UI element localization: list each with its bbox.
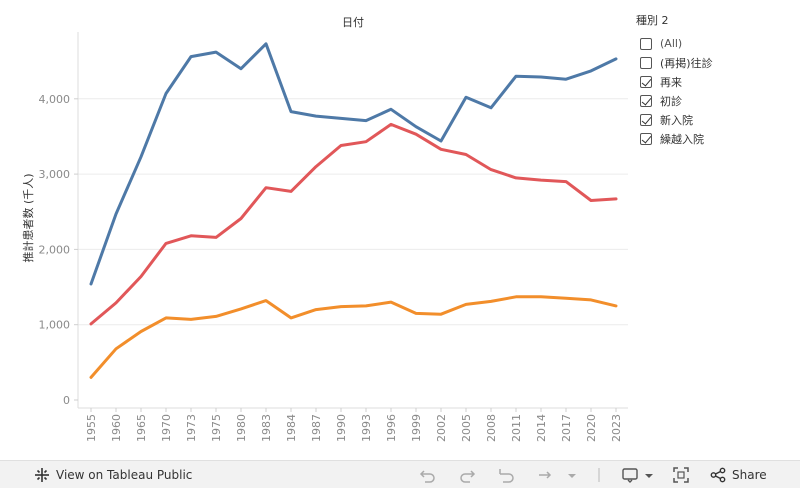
legend-item-shoshin[interactable]: 初診 bbox=[636, 91, 796, 110]
x-tick-label: 1973 bbox=[185, 414, 198, 442]
x-tick-label: 2008 bbox=[485, 414, 498, 442]
x-tick-label: 2005 bbox=[460, 414, 473, 442]
checkbox-icon[interactable] bbox=[640, 56, 652, 69]
legend-item-shinnyuin[interactable]: 新入院 bbox=[636, 110, 796, 129]
revert-icon[interactable] bbox=[497, 466, 515, 484]
series-line-red[interactable] bbox=[89, 122, 618, 326]
view-on-tableau-label: View on Tableau Public bbox=[56, 468, 193, 482]
legend-item-all[interactable]: (All) bbox=[636, 34, 796, 53]
x-tick-label: 2011 bbox=[510, 414, 523, 442]
legend-item-label: (再掲)往診 bbox=[660, 56, 713, 70]
chevron-down-icon[interactable] bbox=[563, 466, 581, 484]
x-tick-label: 1990 bbox=[335, 414, 348, 442]
checkbox-checked-icon[interactable] bbox=[640, 75, 652, 88]
x-tick-label: 1987 bbox=[310, 414, 323, 442]
x-tick-label: 1999 bbox=[410, 414, 423, 442]
x-tick-label: 1993 bbox=[360, 414, 373, 442]
chevron-down-icon[interactable] bbox=[640, 466, 658, 484]
legend-filter: 種別 2 (All) (再掲)往診 再来 初診 新入院 繰越入院 bbox=[636, 12, 796, 148]
x-tick-label: 2023 bbox=[610, 414, 623, 442]
share-button[interactable]: Share bbox=[710, 467, 767, 483]
y-tick-label: 2,000 bbox=[39, 243, 71, 256]
x-tick-label: 1970 bbox=[160, 414, 173, 442]
refresh-icon[interactable] bbox=[536, 466, 554, 484]
legend-item-label: (All) bbox=[660, 37, 683, 50]
legend-item-label: 新入院 bbox=[660, 113, 693, 127]
series-lines bbox=[89, 42, 618, 379]
legend-item-label: 初診 bbox=[660, 94, 682, 108]
legend-item-label: 再来 bbox=[660, 75, 682, 89]
x-tick-label: 1955 bbox=[85, 414, 98, 442]
x-tick-label: 2020 bbox=[585, 414, 598, 442]
x-tick-label: 1965 bbox=[135, 414, 148, 442]
redo-icon[interactable] bbox=[458, 466, 476, 484]
x-tick-label: 1983 bbox=[260, 414, 273, 442]
legend-item-sairai[interactable]: 再来 bbox=[636, 72, 796, 91]
x-tick-label: 1984 bbox=[285, 414, 298, 442]
x-axis: 1955 1960 1965 1970 1973 1975 1980 1983 1984 1987… bbox=[78, 407, 628, 442]
x-tick-label: 2002 bbox=[435, 414, 448, 442]
series-line-orange[interactable] bbox=[89, 295, 618, 379]
y-tick-label: 1,000 bbox=[39, 319, 71, 332]
fullscreen-icon[interactable] bbox=[672, 466, 690, 484]
y-axis-label: 推計患者数 (千人) bbox=[21, 173, 35, 262]
tableau-toolbar: View on Tableau Public Share bbox=[0, 460, 800, 488]
checkbox-checked-icon[interactable] bbox=[640, 94, 652, 107]
y-tick-label: 3,000 bbox=[39, 168, 71, 181]
checkbox-checked-icon[interactable] bbox=[640, 132, 652, 145]
share-label: Share bbox=[732, 468, 767, 482]
x-tick-label: 1996 bbox=[385, 414, 398, 442]
grid-lines bbox=[78, 98, 628, 326]
x-tick-label: 2014 bbox=[535, 414, 548, 442]
checkbox-icon[interactable] bbox=[640, 37, 652, 50]
tableau-logo-icon bbox=[35, 468, 49, 482]
download-icon[interactable] bbox=[622, 466, 640, 484]
undo-icon[interactable] bbox=[419, 466, 437, 484]
y-tick-label: 0 bbox=[63, 394, 70, 407]
x-tick-label: 1960 bbox=[110, 414, 123, 442]
x-tick-label: 2017 bbox=[560, 414, 573, 442]
legend-item-kurikoshi[interactable]: 繰越入院 bbox=[636, 129, 796, 148]
x-tick-label: 1980 bbox=[235, 414, 248, 442]
x-tick-label: 1975 bbox=[210, 414, 223, 442]
chart-title: 日付 bbox=[342, 16, 364, 29]
legend-item-label: 繰越入院 bbox=[660, 132, 704, 146]
divider-icon bbox=[598, 468, 600, 482]
legend-item-ofuku[interactable]: (再掲)往診 bbox=[636, 53, 796, 72]
checkbox-checked-icon[interactable] bbox=[640, 113, 652, 126]
y-tick-label: 4,000 bbox=[39, 93, 71, 106]
share-icon bbox=[710, 467, 726, 483]
view-on-tableau-link[interactable]: View on Tableau Public bbox=[34, 467, 192, 483]
legend-title: 種別 2 bbox=[636, 14, 669, 27]
series-line-blue[interactable] bbox=[89, 42, 618, 286]
y-axis: 0 1,000 2,000 3,000 4,000 bbox=[39, 32, 79, 408]
